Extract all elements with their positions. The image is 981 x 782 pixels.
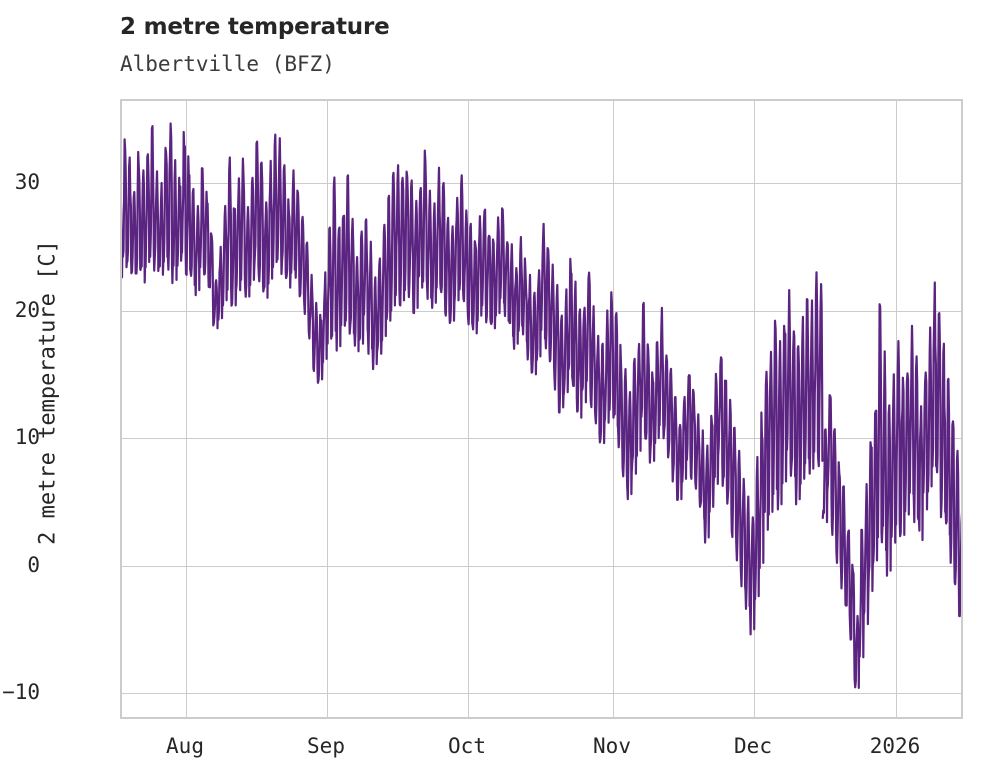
x-tick-label-oct: Oct	[448, 734, 486, 758]
y-tick-label-10: 10	[14, 425, 40, 449]
temperature-series	[122, 122, 961, 689]
y-tick-label-0: 0	[27, 553, 40, 577]
y-tick-label-30: 30	[14, 170, 40, 194]
gridline-x-sep	[327, 101, 328, 717]
y-tick-label-minus10: −10	[2, 680, 40, 704]
temperature-line	[122, 122, 961, 689]
plot-area	[120, 99, 963, 719]
y-axis-label: 2 metre temperature [C]	[35, 240, 61, 545]
x-tick-label-2026: 2026	[869, 734, 921, 758]
x-tick-label-nov: Nov	[593, 734, 631, 758]
x-tick-label-dec: Dec	[734, 734, 772, 758]
gridline-x-aug	[186, 101, 187, 717]
chart-subtitle: Albertville (BFZ)	[120, 52, 335, 76]
gridline-y-0	[122, 566, 961, 567]
gridline-y-10	[122, 438, 961, 439]
x-tick-label-aug: Aug	[166, 734, 204, 758]
gridline-y-minus10	[122, 693, 961, 694]
y-tick-label-20: 20	[14, 298, 40, 322]
gridline-y-30	[122, 183, 961, 184]
x-tick-label-sep: Sep	[307, 734, 345, 758]
page-title: 2 metre temperature	[120, 14, 390, 40]
gridline-x-oct	[468, 101, 469, 717]
gridline-x-dec	[754, 101, 755, 717]
